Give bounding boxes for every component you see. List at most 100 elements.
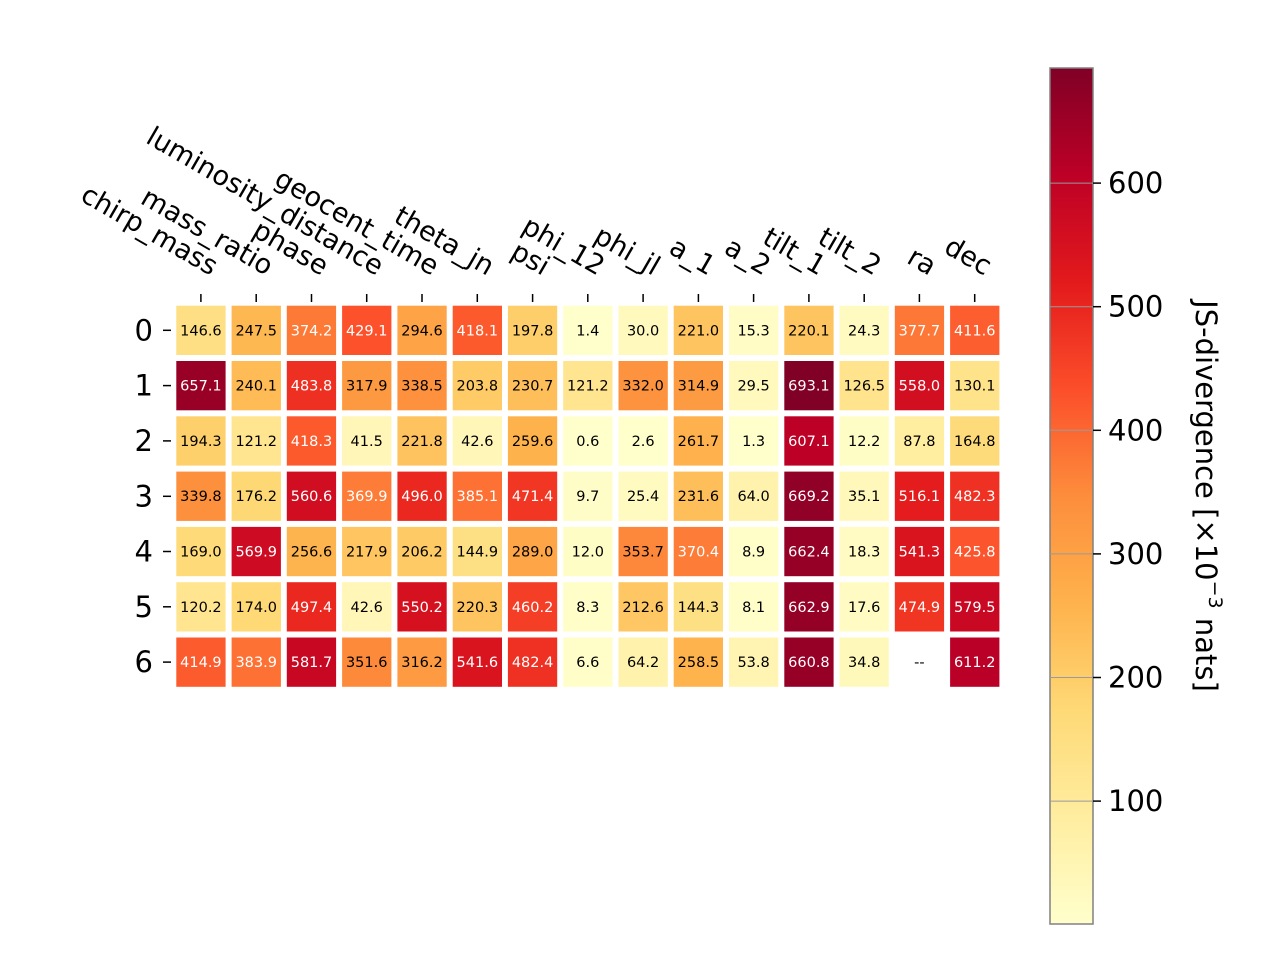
heatmap-cell <box>950 471 1000 521</box>
heatmap-cell <box>176 361 226 411</box>
x-tick-label: phi_jl <box>589 220 665 282</box>
cell-value-label: 217.9 <box>346 545 388 561</box>
cell-value-label: 314.9 <box>678 379 720 395</box>
cell-value-label: 0.6 <box>576 434 599 450</box>
cell-value-label: 338.5 <box>401 379 443 395</box>
cell-value-label: 569.9 <box>235 545 277 561</box>
cell-value-label: 383.9 <box>235 655 277 671</box>
y-tick-label: 3 <box>135 479 153 513</box>
heatmap-cells: 146.6 247.5 374.2 429.1 294.6 418.1 197.8 1.4 30… <box>176 305 1000 687</box>
heatmap-cell <box>894 471 945 521</box>
heatmap-cell <box>673 471 723 521</box>
cell-value-label: 1.3 <box>742 434 765 450</box>
heatmap-cell <box>894 582 945 632</box>
cell-value-label: 474.9 <box>899 600 941 616</box>
heatmap-cell <box>176 582 226 632</box>
heatmap-cell <box>286 305 337 355</box>
cell-value-label: 144.3 <box>678 600 720 616</box>
heatmap-cell <box>563 361 613 411</box>
cell-value-label: 194.3 <box>180 434 222 450</box>
cell-value-label: 471.4 <box>512 489 554 505</box>
y-tick-label: 4 <box>135 535 153 569</box>
colorbar-tick-label: 500 <box>1108 290 1163 324</box>
cell-value-label: 220.3 <box>457 600 499 616</box>
heatmap-cell <box>839 637 889 687</box>
cell-value-label: 693.1 <box>788 379 830 395</box>
heatmap-cell <box>176 637 226 687</box>
heatmap-cell <box>507 416 558 466</box>
cell-value-label: 174.0 <box>235 600 277 616</box>
colorbar-tick-label: 400 <box>1108 413 1163 447</box>
cell-value-label: 221.8 <box>401 434 443 450</box>
colorbar: 100 200 300 400 500 600 JS-divergence [×10−3 … <box>1049 67 1227 925</box>
cell-value-label: 126.5 <box>843 379 885 395</box>
heatmap-cell <box>231 582 281 632</box>
x-tick-label: a_1 <box>664 232 720 282</box>
heatmap-cell <box>563 471 613 521</box>
heatmap-cell <box>342 305 392 355</box>
cell-value-label: 258.5 <box>678 655 720 671</box>
heatmap-cell <box>784 361 834 411</box>
heatmap-cell <box>397 637 447 687</box>
heatmap-cell <box>397 305 447 355</box>
heatmap-cell <box>839 361 889 411</box>
heatmap-cell <box>452 582 502 632</box>
cell-value-label: 164.8 <box>954 434 996 450</box>
heatmap-cell <box>176 416 226 466</box>
cell-value-label: 17.6 <box>848 600 880 616</box>
x-axis-top: chirp_massmass_ratiophaseluminosity_dist… <box>76 121 997 302</box>
heatmap-cell <box>397 416 447 466</box>
heatmap-cell <box>286 416 337 466</box>
heatmap-cell <box>286 526 337 577</box>
heatmap-cell <box>839 471 889 521</box>
cell-value-label: 483.8 <box>291 379 333 395</box>
x-tick-label: dec <box>939 231 997 282</box>
heatmap-cell <box>563 416 613 466</box>
cell-value-label: 418.1 <box>457 323 499 339</box>
cell-value-label: 220.1 <box>788 323 830 339</box>
y-tick-label: 6 <box>135 645 153 679</box>
cell-value-label: 351.6 <box>346 655 388 671</box>
heatmap-cell <box>729 637 779 687</box>
cell-value-label: 9.7 <box>576 489 599 505</box>
heatmap-cell <box>618 416 668 466</box>
heatmap-cell <box>176 471 226 521</box>
cell-value-label: 8.3 <box>576 600 599 616</box>
cell-value-label: 30.0 <box>627 323 659 339</box>
cell-value-label: 541.6 <box>457 655 499 671</box>
cell-value-label: 316.2 <box>401 655 443 671</box>
cell-value-label: 6.6 <box>576 655 599 671</box>
cell-value-label: 550.2 <box>401 600 443 616</box>
cell-value-label: 34.8 <box>848 655 880 671</box>
heatmap-cell <box>563 582 613 632</box>
cell-value-label: 516.1 <box>899 489 941 505</box>
cell-value-label: 414.9 <box>180 655 222 671</box>
cell-value-label: 339.8 <box>180 489 222 505</box>
heatmap-cell <box>176 526 226 577</box>
cell-value-label: 289.0 <box>512 545 554 561</box>
cell-value-label: 64.0 <box>737 489 769 505</box>
cell-value-label: 482.4 <box>512 655 554 671</box>
heatmap-cell <box>784 637 834 687</box>
y-tick-label: 1 <box>135 369 153 403</box>
heatmap-cell <box>950 361 1000 411</box>
cell-value-label: 332.0 <box>622 379 664 395</box>
heatmap-cell <box>839 305 889 355</box>
cell-value-label: 482.3 <box>954 489 996 505</box>
colorbar-gradient <box>1049 67 1094 925</box>
cell-value-label: 15.3 <box>737 323 769 339</box>
cell-value-label: 221.0 <box>678 323 720 339</box>
heatmap-cell <box>618 361 668 411</box>
cell-value-label: 203.8 <box>457 379 499 395</box>
cell-value-label: 460.2 <box>512 600 554 616</box>
colorbar-tick-label: 200 <box>1108 661 1163 695</box>
cell-value-label: 294.6 <box>401 323 443 339</box>
y-tick-label: 5 <box>135 590 153 624</box>
cell-value-label: 42.6 <box>351 600 383 616</box>
heatmap-cell <box>286 637 337 687</box>
heatmap-cell <box>729 361 779 411</box>
cell-value-label: 497.4 <box>291 600 333 616</box>
colorbar-tick-label: 300 <box>1108 537 1163 571</box>
cell-value-label: 370.4 <box>678 545 720 561</box>
cell-value-label: 560.6 <box>291 489 333 505</box>
